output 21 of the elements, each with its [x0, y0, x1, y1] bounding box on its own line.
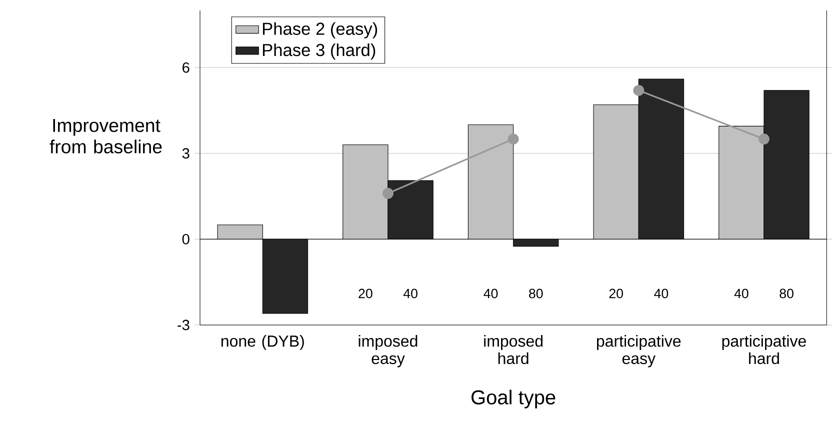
annotation: 40 — [403, 288, 418, 298]
x-tick-label: imposed hard — [484, 335, 543, 364]
annotation: 40 — [734, 288, 748, 298]
annotation: 40 — [484, 288, 498, 298]
y-tick-label: 6 — [182, 62, 190, 73]
annotation: 80 — [780, 288, 794, 298]
annotation: 20 — [358, 288, 372, 298]
x-tick-label: none (DYB) — [221, 335, 304, 350]
x-tick-label: participative easy — [596, 335, 681, 368]
annotation: 20 — [609, 288, 623, 298]
y-tick-label: -3 — [178, 320, 190, 330]
legend-label: Phase 2 (easy) — [262, 22, 378, 38]
annotation: 40 — [654, 288, 668, 298]
x-tick-label: imposed easy — [358, 335, 418, 368]
y-tick-label: 0 — [182, 234, 190, 244]
y-tick-label: 3 — [182, 148, 190, 159]
legend-label: Phase 3 (hard) — [262, 43, 376, 60]
annotation: 80 — [529, 288, 543, 298]
x-axis-title: Goal type — [472, 390, 556, 408]
x-tick-label: participative hard — [722, 335, 806, 364]
y-axis-title: Improvement from baseline — [50, 119, 162, 154]
